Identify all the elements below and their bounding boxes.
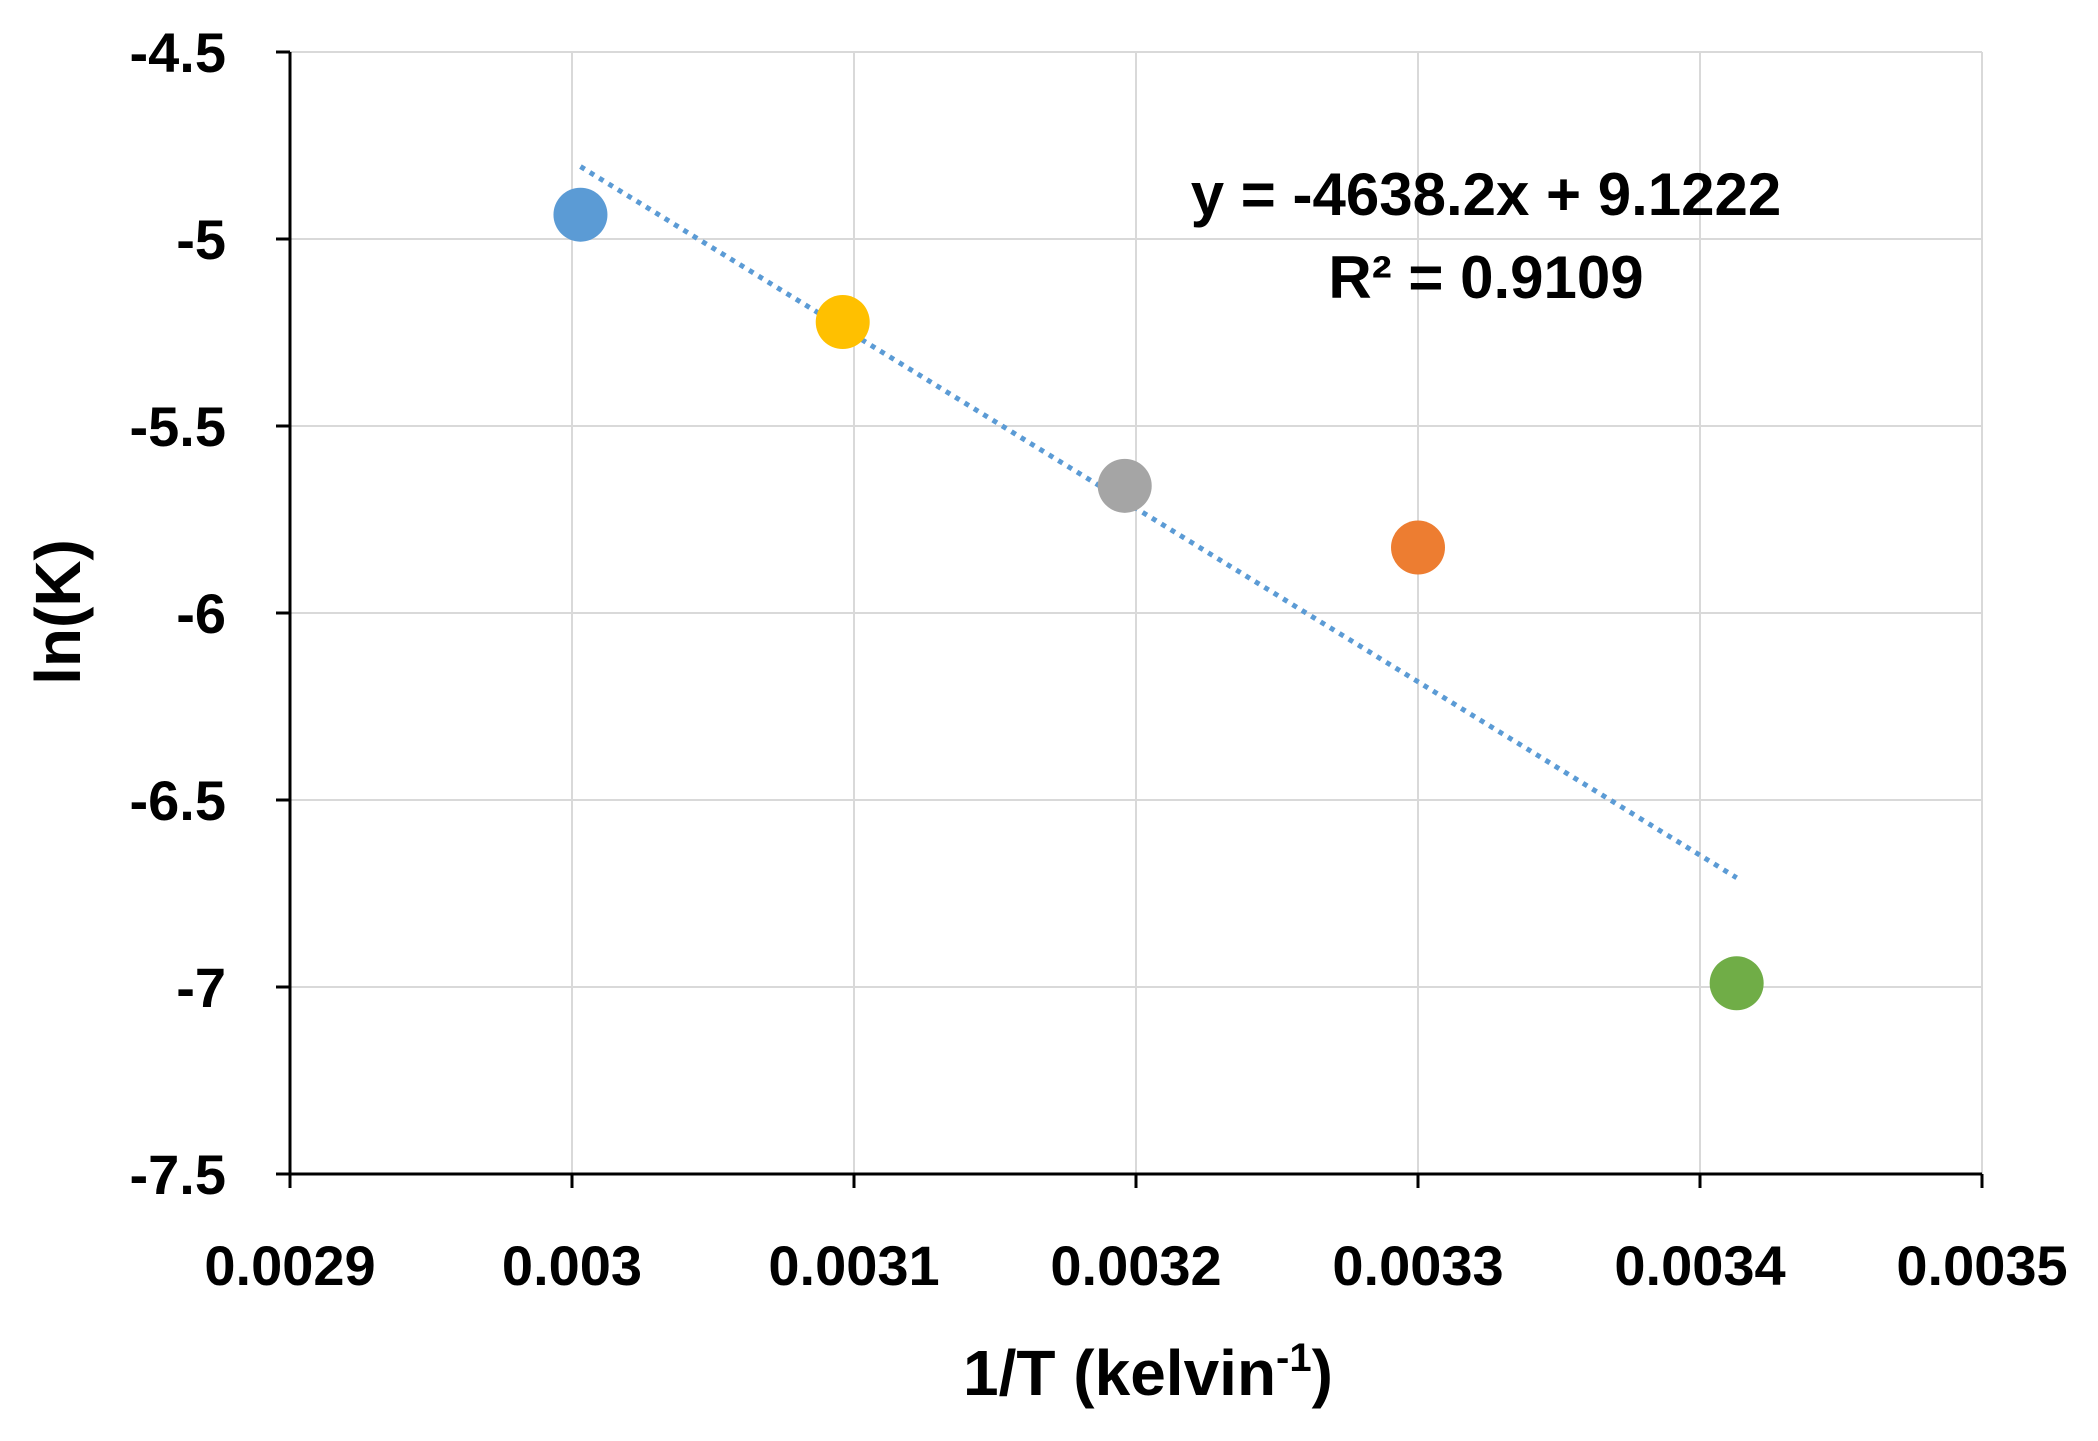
data-point <box>815 295 870 350</box>
y-axis-ticks: -4.5 -5 -5.5 -6 -6.5 -7 -7.5 <box>130 21 290 1206</box>
x-tick-label: 0.0033 <box>1332 1234 1503 1297</box>
y-tick-label: -5 <box>176 208 226 271</box>
x-tick-label: 0.0035 <box>1896 1234 2067 1297</box>
x-tick-label: 0.0031 <box>768 1234 939 1297</box>
y-tick-label: -6 <box>176 582 226 645</box>
data-point <box>1709 956 1764 1011</box>
x-axis-title-superscript: -1 <box>1276 1336 1312 1380</box>
y-tick-label: -7 <box>176 956 226 1019</box>
data-points <box>553 187 1764 1011</box>
x-axis-title-suffix: ) <box>1312 1337 1333 1409</box>
y-tick-label: -7.5 <box>130 1143 227 1206</box>
r-squared-label: R² = 0.9109 <box>1328 244 1643 311</box>
x-axis-ticks: 0.0029 0.003 0.0031 0.0032 0.0033 0.0034 0.003… <box>204 1174 2068 1297</box>
grid-lines <box>290 51 1983 1174</box>
x-axis-title: 1/T (kelvin-1) <box>963 1336 1333 1409</box>
y-tick-label: -6.5 <box>130 769 227 832</box>
y-axis-title: ln(K) <box>22 539 94 685</box>
data-point <box>553 187 608 242</box>
x-tick-label: 0.003 <box>502 1234 642 1297</box>
x-tick-label: 0.0032 <box>1050 1234 1221 1297</box>
y-tick-label: -5.5 <box>130 395 227 458</box>
data-point <box>1097 458 1152 513</box>
x-axis-title-main: 1/T (kelvin <box>963 1337 1276 1409</box>
x-tick-label: 0.0034 <box>1614 1234 1785 1297</box>
y-tick-label: -4.5 <box>130 21 227 84</box>
trendline-equation: y = -4638.2x + 9.1222 <box>1191 161 1782 228</box>
x-tick-label: 0.0029 <box>204 1234 375 1297</box>
data-point <box>1391 520 1445 575</box>
